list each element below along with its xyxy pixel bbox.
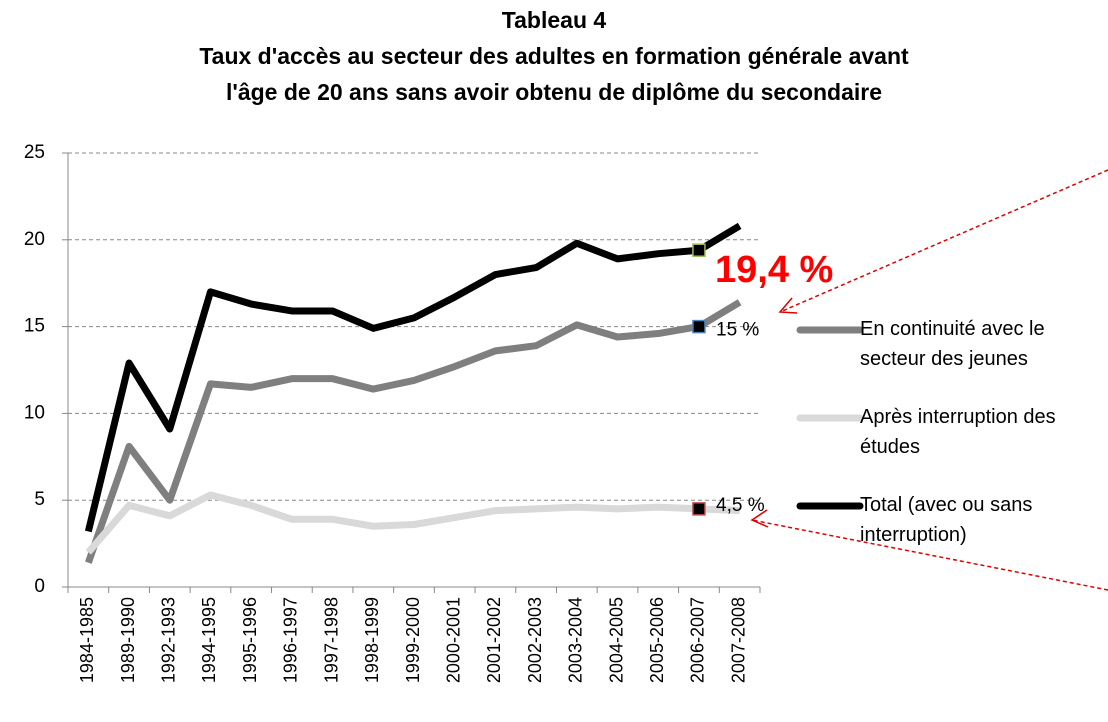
- chart-title: l'âge de 20 ans sans avoir obtenu de dip…: [226, 79, 882, 105]
- legend-label: Total (avec ou sans interruption): [860, 494, 1033, 546]
- x-tick-label: 1994-1995: [199, 597, 219, 683]
- chart-title: Taux d'accès au secteur des adultes en f…: [199, 43, 909, 69]
- x-tick-label: 1989-1990: [118, 597, 138, 683]
- x-tick-label: 2007-2008: [728, 597, 748, 683]
- y-tick-label: 5: [34, 489, 45, 510]
- x-tick-label: 2003-2004: [566, 597, 586, 683]
- y-tick-label: 15: [24, 316, 45, 337]
- x-tick-label: 2005-2006: [647, 597, 667, 683]
- arrow: [779, 169, 1108, 313]
- x-tick-label: 1997-1998: [321, 597, 341, 683]
- annotation: 19,4 %: [715, 249, 833, 291]
- annotation: 15 %: [716, 320, 759, 341]
- x-tick-label: 1996-1997: [281, 597, 301, 683]
- x-tick-label: 1984-1985: [77, 597, 97, 683]
- x-tick-label: 1998-1999: [362, 597, 382, 683]
- x-tick-label: 2006-2007: [688, 597, 708, 683]
- y-tick-label: 0: [34, 576, 45, 597]
- point-marker: [692, 319, 706, 334]
- series-line: [85, 491, 740, 555]
- x-tick-label: 1995-1996: [240, 597, 260, 683]
- series-line: [85, 299, 742, 564]
- x-tick-label: 1999-2000: [403, 597, 423, 683]
- point-marker: [692, 243, 706, 257]
- arrow-head: [750, 509, 769, 528]
- y-tick-label: 20: [24, 229, 45, 250]
- chart-title: Tableau 4: [502, 7, 607, 33]
- x-tick-label: 2000-2001: [443, 597, 463, 683]
- x-tick-label: 1992-1993: [159, 597, 179, 683]
- x-tick-label: 2004-2005: [606, 597, 626, 683]
- arrow-head: [778, 297, 798, 314]
- point-marker: [692, 502, 706, 516]
- arrow: [751, 519, 1108, 591]
- annotation: 4,5 %: [716, 495, 765, 516]
- y-tick-label: 25: [24, 142, 45, 163]
- legend-label: Après interruption des études: [860, 406, 1056, 458]
- x-tick-label: 2002-2003: [525, 597, 545, 683]
- y-tick-label: 10: [24, 402, 45, 423]
- x-tick-label: 2001-2002: [484, 597, 504, 683]
- series-line: [84, 222, 742, 533]
- legend-label: En continuité avec le secteur des jeunes: [860, 318, 1045, 370]
